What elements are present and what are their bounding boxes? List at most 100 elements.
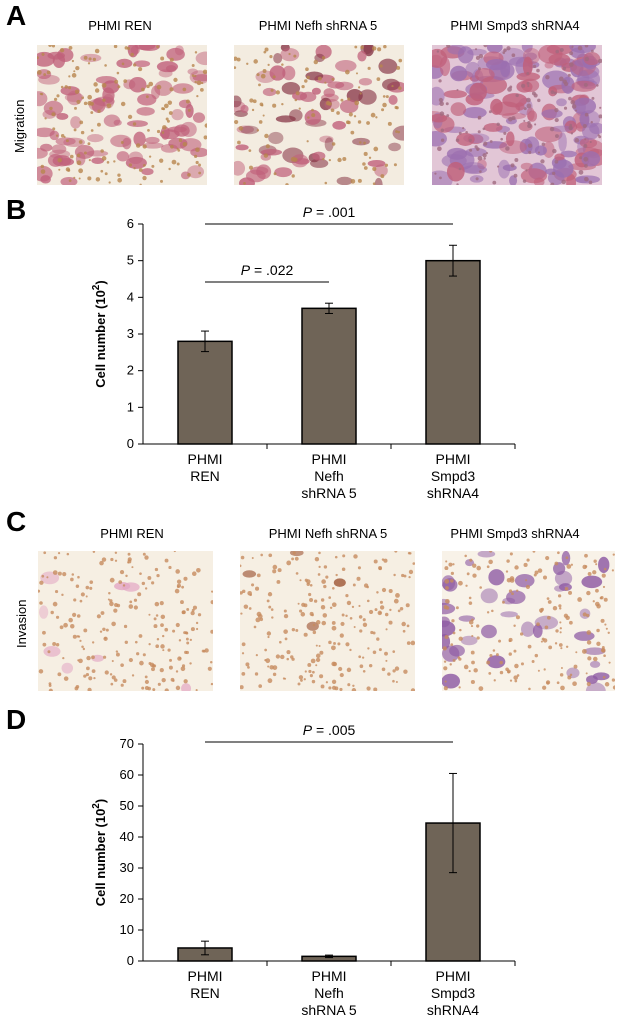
nucleus-dot (555, 134, 559, 139)
nucleus-dot (331, 602, 337, 608)
nucleus-dot (584, 565, 588, 568)
nucleus-dot (133, 605, 138, 610)
nucleus-dot (483, 157, 486, 160)
nucleus-dot (449, 663, 452, 666)
nucleus-dot (593, 559, 597, 563)
nucleus-dot (191, 608, 195, 612)
nucleus-dot (317, 573, 321, 576)
nucleus-dot (78, 140, 83, 144)
nucleus-dot (185, 99, 190, 104)
nucleus-dot (385, 95, 389, 99)
nucleus-dot (388, 589, 393, 594)
nucleus-dot (240, 564, 242, 568)
nucleus-dot (66, 552, 70, 556)
nucleus-dot (258, 120, 263, 124)
y-tick-label: 10 (120, 922, 134, 937)
nucleus-dot (249, 98, 254, 103)
cell-blob (378, 58, 398, 74)
nucleus-dot (325, 100, 331, 106)
cell-blob (102, 80, 120, 94)
nucleus-dot (159, 601, 164, 606)
nucleus-dot (486, 565, 490, 569)
nucleus-dot (398, 58, 403, 63)
nucleus-dot (305, 67, 309, 72)
nucleus-dot (119, 569, 125, 575)
nucleus-dot (104, 64, 107, 67)
nucleus-dot (323, 584, 327, 589)
cell-blob (521, 45, 533, 53)
nucleus-dot (452, 631, 456, 635)
nucleus-dot (131, 566, 134, 569)
cell-blob (312, 151, 326, 161)
nucleus-dot (456, 183, 459, 185)
nucleus-dot (122, 584, 126, 587)
nucleus-dot (405, 603, 410, 608)
nucleus-dot (345, 69, 350, 75)
nucleus-dot (145, 95, 149, 99)
nucleus-dot (52, 601, 58, 607)
nucleus-dot (444, 680, 447, 683)
nucleus-dot (76, 160, 82, 166)
nucleus-dot (81, 96, 84, 100)
cell-blob (187, 165, 205, 179)
nucleus-dot (180, 600, 184, 605)
nucleus-dot (591, 96, 595, 100)
nucleus-dot (311, 113, 316, 118)
nucleus-dot (48, 45, 52, 47)
nucleus-dot (395, 130, 398, 133)
nucleus-dot (383, 558, 388, 563)
cell-blob (180, 121, 197, 138)
nucleus-dot (288, 52, 291, 56)
nucleus-dot (116, 71, 120, 75)
nucleus-dot (569, 620, 573, 625)
nucleus-dot (139, 572, 142, 576)
nucleus-dot (393, 163, 397, 167)
cell-blob (554, 570, 573, 587)
nucleus-dot (315, 664, 318, 667)
nucleus-dot (381, 558, 385, 561)
nucleus-dot (392, 679, 395, 683)
nucleus-dot (497, 165, 500, 168)
nucleus-dot (505, 667, 509, 672)
nucleus-dot (243, 604, 249, 609)
nucleus-dot (384, 651, 388, 656)
nucleus-dot (340, 621, 345, 626)
nucleus-dot (403, 669, 408, 674)
nucleus-dot (47, 650, 51, 654)
cell-blob (461, 162, 485, 174)
nucleus-dot (172, 679, 175, 683)
nucleus-dot (570, 563, 574, 566)
nucleus-dot (182, 87, 187, 92)
nucleus-dot (470, 624, 474, 628)
nucleus-dot (468, 601, 473, 605)
nucleus-dot (402, 629, 406, 633)
bar (177, 340, 233, 445)
cell-blob (558, 132, 567, 152)
nucleus-dot (474, 145, 478, 149)
nucleus-dot (555, 49, 559, 54)
nucleus-dot (607, 631, 610, 634)
cell-blob (234, 95, 242, 108)
nucleus-dot (94, 88, 100, 93)
nucleus-dot (554, 159, 559, 164)
nucleus-dot (603, 654, 606, 658)
nucleus-dot (79, 599, 83, 603)
nucleus-dot (325, 575, 329, 579)
cell-blob (521, 621, 535, 637)
cell-blob (570, 47, 585, 59)
nucleus-dot (104, 636, 107, 640)
nucleus-dot (452, 563, 455, 566)
nucleus-dot (328, 596, 332, 599)
nucleus-dot (93, 676, 96, 680)
cell-blob (110, 134, 132, 148)
cell-blob (116, 151, 130, 162)
y-tick-label: 4 (127, 289, 134, 304)
nucleus-dot (482, 153, 487, 158)
nucleus-dot (139, 183, 142, 185)
nucleus-dot (55, 134, 59, 137)
nucleus-dot (97, 122, 101, 127)
nucleus-dot (320, 598, 325, 602)
nucleus-dot (503, 48, 507, 52)
nucleus-dot (536, 68, 540, 73)
nucleus-dot (256, 611, 262, 617)
